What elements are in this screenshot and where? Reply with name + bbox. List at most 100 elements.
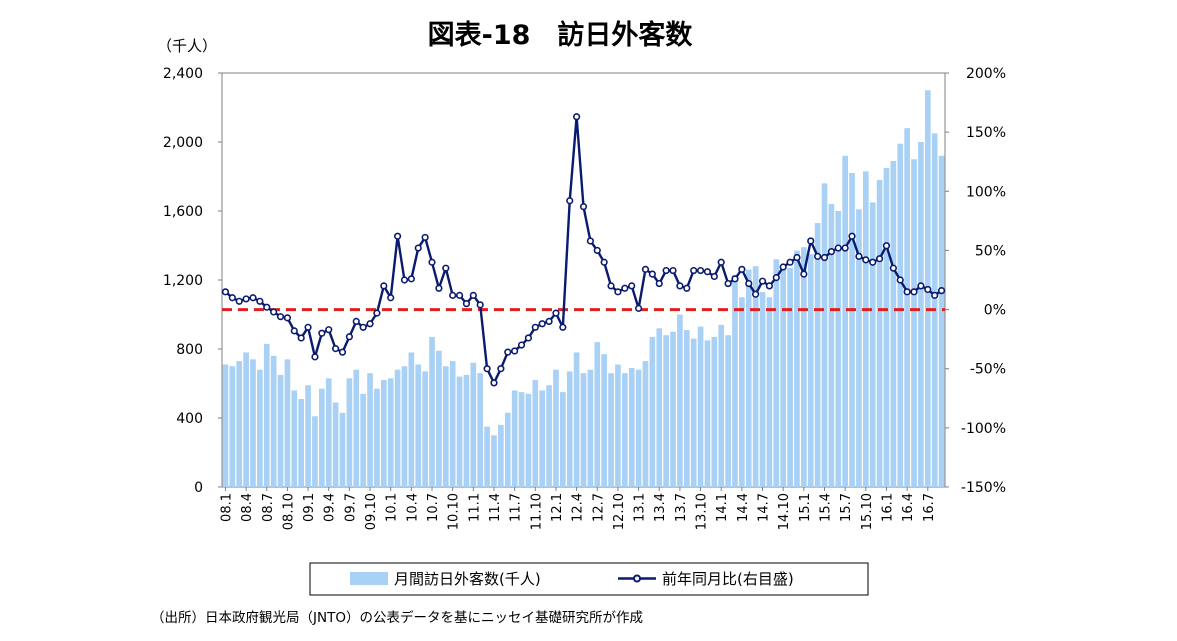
bar-mark	[849, 173, 855, 488]
bar-mark	[862, 171, 869, 487]
line-point	[373, 309, 381, 317]
line-point	[710, 272, 718, 281]
line-point	[758, 277, 767, 285]
x-tick-label: 14.7	[757, 493, 772, 522]
line-point	[703, 268, 712, 276]
x-tick-label: 15.10	[860, 493, 875, 530]
x-tick-label: 09.1	[302, 493, 317, 522]
line-point	[421, 233, 429, 242]
legend-bar-swatch	[350, 572, 388, 585]
legend-line-marker	[633, 574, 641, 583]
bar-mark	[422, 371, 428, 487]
bar-mark	[401, 366, 408, 487]
line-point	[290, 327, 298, 335]
x-tick-label: 15.1	[798, 493, 813, 522]
bar-mark	[628, 367, 635, 487]
line-point	[304, 323, 312, 331]
bar-mark	[277, 374, 284, 488]
line-point	[931, 291, 939, 299]
y-left-unit-label: （千人）	[157, 37, 217, 55]
line-point	[249, 294, 257, 302]
line-point	[896, 276, 904, 284]
x-tick-label: 13.4	[653, 493, 668, 522]
chart-title: 図表-18 訪日外客数	[428, 19, 694, 51]
bar-mark	[670, 331, 676, 487]
bar-mark	[380, 380, 387, 487]
bar-mark	[560, 392, 566, 488]
line-point	[800, 270, 808, 278]
line-point	[566, 197, 574, 205]
x-tick-label: 10.1	[385, 493, 400, 522]
line-point	[772, 274, 780, 282]
y-left-tick-label: 400	[176, 411, 203, 427]
line-point	[311, 353, 319, 361]
bar-mark	[807, 254, 814, 488]
line-point	[779, 263, 787, 271]
bar-mark	[911, 159, 917, 487]
bar-mark	[525, 393, 532, 487]
bar-mark	[773, 259, 780, 487]
line-point	[662, 266, 670, 275]
line-point	[634, 304, 643, 312]
bar-mark	[794, 250, 800, 487]
bar-mark	[856, 209, 862, 487]
y-right-tick-label: 50%	[975, 243, 1006, 259]
bar-mark	[222, 364, 229, 487]
line-point	[524, 334, 533, 342]
line-point	[352, 317, 360, 326]
line-point	[827, 248, 835, 256]
line-point	[875, 255, 884, 263]
line-point	[910, 288, 918, 296]
legend-box	[309, 562, 869, 596]
x-tick-label: 14.1	[715, 493, 730, 522]
x-tick-label: 13.7	[674, 493, 689, 522]
bar-mark	[236, 361, 243, 487]
line-point	[593, 246, 601, 255]
x-tick-label: 12.7	[591, 493, 606, 522]
bar-mark	[780, 264, 787, 487]
legend: 月間訪日外客数(千人) 前年同月比(右目盛)	[309, 562, 869, 596]
line-point	[469, 291, 477, 299]
line-point	[586, 237, 594, 245]
bar-mark	[642, 361, 649, 487]
line-point	[573, 113, 581, 121]
line-point	[476, 301, 484, 309]
line-point	[235, 297, 243, 305]
bar-mark	[580, 373, 587, 487]
bar-mark	[732, 274, 738, 487]
bar-mark	[752, 266, 759, 487]
bar-mark	[319, 388, 325, 487]
line-point	[538, 320, 546, 328]
line-point	[937, 287, 946, 295]
bar-mark	[498, 424, 504, 487]
bar-mark	[725, 335, 731, 487]
bar-mark	[484, 426, 490, 488]
line-point	[442, 264, 450, 272]
line-point	[414, 244, 422, 252]
line-point	[793, 253, 801, 262]
legend-bar-label: 月間訪日外客数(千人)	[394, 570, 541, 588]
line-point	[676, 282, 684, 290]
bar-mark	[883, 167, 890, 488]
line-point	[242, 295, 250, 303]
bar-mark	[938, 155, 945, 488]
bar-mark	[904, 128, 910, 487]
line-point	[917, 282, 925, 290]
line-point	[400, 276, 409, 284]
bar-mark	[821, 183, 828, 487]
y-left-tick-label: 2,000	[163, 135, 203, 151]
bar-mark	[539, 390, 546, 487]
bar-mark	[814, 223, 821, 487]
x-tick-label: 09.7	[343, 493, 358, 522]
bar-mark	[442, 366, 449, 487]
bar-mark	[257, 369, 263, 487]
x-tick-label: 11.10	[529, 493, 544, 530]
x-tick-label: 09.10	[364, 493, 379, 530]
y-right-tick-label: 100%	[966, 184, 1006, 200]
line-point	[490, 379, 498, 387]
line-point	[366, 320, 374, 328]
bar-mark	[704, 340, 711, 488]
y-right-tick-label: -150%	[961, 480, 1006, 496]
bar-mark	[690, 338, 697, 487]
line-point	[765, 282, 774, 290]
